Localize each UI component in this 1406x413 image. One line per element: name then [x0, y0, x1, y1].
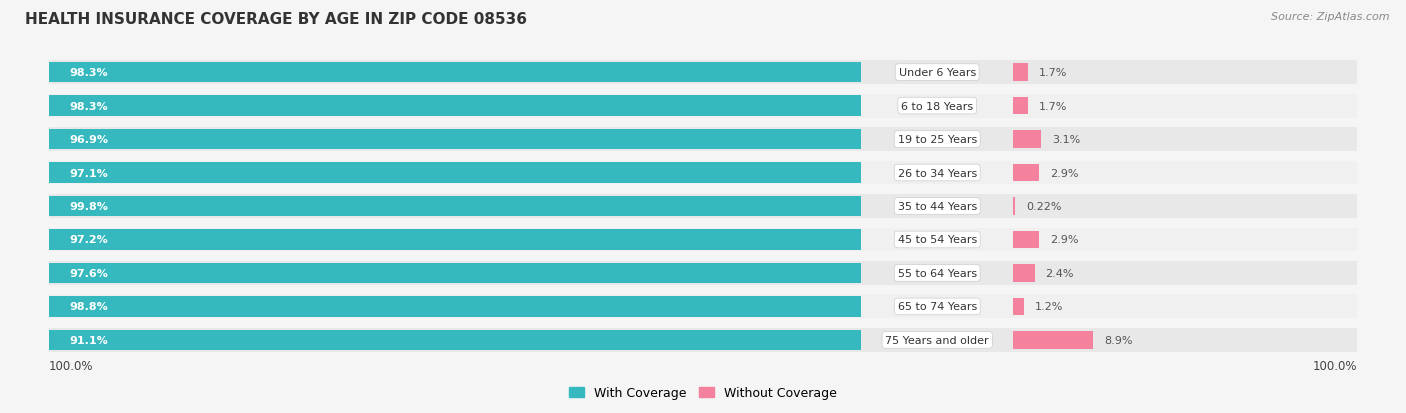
Bar — [48, 230, 862, 250]
Bar — [48, 228, 1358, 252]
Text: 3.1%: 3.1% — [1052, 135, 1080, 145]
Bar — [48, 129, 862, 150]
Bar — [48, 95, 1358, 118]
Text: 91.1%: 91.1% — [69, 335, 108, 345]
Bar — [48, 163, 862, 183]
Text: 65 to 74 Years: 65 to 74 Years — [897, 301, 977, 312]
Text: 97.6%: 97.6% — [69, 268, 108, 278]
Bar — [1014, 198, 1015, 215]
Text: 99.8%: 99.8% — [69, 202, 108, 211]
Text: 100.0%: 100.0% — [1313, 360, 1358, 373]
Bar — [48, 196, 862, 217]
Bar — [1014, 231, 1039, 249]
Text: Under 6 Years: Under 6 Years — [898, 68, 976, 78]
Bar — [48, 96, 862, 117]
Bar — [1014, 131, 1040, 149]
Text: 75 Years and older: 75 Years and older — [886, 335, 988, 345]
Bar — [1014, 264, 1035, 282]
Text: 2.9%: 2.9% — [1050, 235, 1078, 245]
Text: 100.0%: 100.0% — [48, 360, 93, 373]
Bar — [1014, 97, 1028, 115]
Text: 0.22%: 0.22% — [1026, 202, 1062, 211]
Bar — [1014, 298, 1024, 316]
Bar — [48, 328, 1358, 352]
Bar — [48, 261, 1358, 285]
Text: 97.2%: 97.2% — [69, 235, 108, 245]
Text: 1.2%: 1.2% — [1035, 301, 1063, 312]
Bar — [48, 128, 1358, 152]
Bar — [48, 330, 862, 350]
Bar — [48, 61, 1358, 85]
Bar — [48, 195, 1358, 218]
Text: Source: ZipAtlas.com: Source: ZipAtlas.com — [1271, 12, 1389, 22]
Text: 1.7%: 1.7% — [1039, 101, 1067, 112]
Text: 98.8%: 98.8% — [69, 301, 108, 312]
Bar — [1014, 164, 1039, 182]
Text: 2.9%: 2.9% — [1050, 168, 1078, 178]
Text: 2.4%: 2.4% — [1046, 268, 1074, 278]
Bar — [48, 161, 1358, 185]
Text: HEALTH INSURANCE COVERAGE BY AGE IN ZIP CODE 08536: HEALTH INSURANCE COVERAGE BY AGE IN ZIP … — [25, 12, 527, 27]
Text: 6 to 18 Years: 6 to 18 Years — [901, 101, 973, 112]
Text: 35 to 44 Years: 35 to 44 Years — [897, 202, 977, 211]
Text: 96.9%: 96.9% — [69, 135, 108, 145]
Text: 1.7%: 1.7% — [1039, 68, 1067, 78]
Bar — [48, 296, 862, 317]
Bar — [1014, 331, 1092, 349]
Text: 98.3%: 98.3% — [69, 68, 108, 78]
Text: 98.3%: 98.3% — [69, 101, 108, 112]
Text: 45 to 54 Years: 45 to 54 Years — [897, 235, 977, 245]
Text: 26 to 34 Years: 26 to 34 Years — [897, 168, 977, 178]
Text: 19 to 25 Years: 19 to 25 Years — [897, 135, 977, 145]
Bar — [48, 295, 1358, 318]
Text: 8.9%: 8.9% — [1104, 335, 1132, 345]
Bar — [48, 263, 862, 284]
Bar — [48, 63, 862, 83]
Text: 55 to 64 Years: 55 to 64 Years — [897, 268, 977, 278]
Text: 97.1%: 97.1% — [69, 168, 108, 178]
Legend: With Coverage, Without Coverage: With Coverage, Without Coverage — [564, 381, 842, 404]
Bar — [1014, 64, 1028, 82]
